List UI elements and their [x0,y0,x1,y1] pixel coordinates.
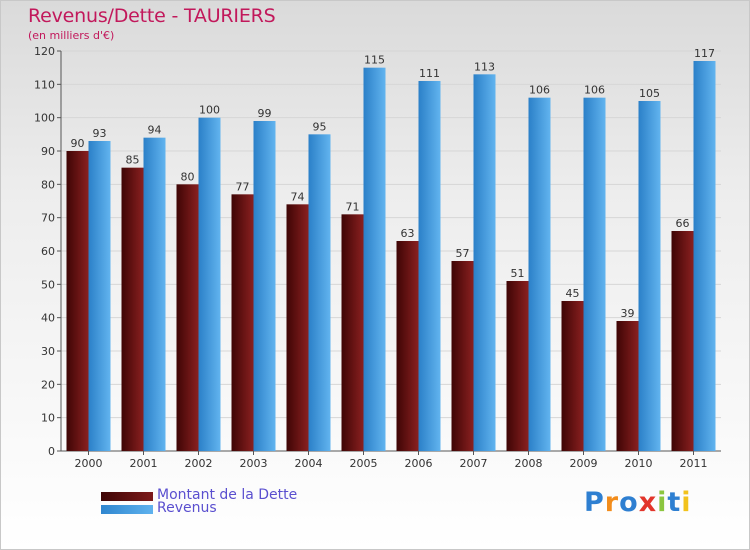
chart-title: Revenus/Dette - TAURIERS [28,5,276,27]
chart-subtitle: (en milliers d'€) [28,29,115,42]
bar-debt [176,184,199,452]
x-tick-label: 2000 [75,457,103,470]
x-tick-label: 2002 [185,457,213,470]
y-tick-label: 20 [41,378,55,391]
data-label-revenue: 113 [474,60,495,73]
y-tick-label: 70 [41,212,55,225]
data-label-debt: 39 [621,307,635,320]
x-tick-label: 2010 [625,457,653,470]
y-tick-label: 120 [34,45,55,58]
bar-debt [286,204,309,451]
bar-chart: 0 10 20 30 40 50 60 70 80 90 100 110 120 2000 90 93 2001… [34,45,721,470]
y-tick-label: 0 [48,445,55,458]
y-tick-label: 80 [41,178,55,191]
bar-revenue [418,81,441,451]
logo-letter: o [619,487,639,518]
y-tick-label: 60 [41,245,55,258]
data-label-debt: 66 [676,217,690,230]
bar-revenue [88,141,111,451]
x-tick-label: 2004 [295,457,323,470]
data-label-revenue: 105 [639,87,660,100]
legend-label-debt: Montant de la Dette [157,487,298,503]
proxiti-logo: Proxiti [584,487,692,518]
data-label-revenue: 99 [258,107,272,120]
logo-letter: P [584,487,605,518]
data-label-revenue: 117 [694,47,715,60]
data-label-debt: 51 [511,267,525,280]
bar-debt [561,301,584,451]
bar-debt [616,321,639,451]
logo-letter: x [638,487,658,518]
data-label-revenue: 93 [93,127,107,140]
bar-debt [121,167,144,451]
x-tick-label: 2008 [515,457,543,470]
data-label-revenue: 106 [584,84,605,97]
bar-revenue [198,117,221,452]
x-tick-label: 2007 [460,457,488,470]
x-tick-label: 2006 [405,457,433,470]
data-label-revenue: 100 [199,104,220,117]
y-tick-label: 110 [34,78,55,91]
data-label-debt: 85 [126,154,140,167]
y-tick-label: 100 [34,112,55,125]
x-tick-label: 2009 [570,457,598,470]
bar-debt [506,281,529,451]
data-label-revenue: 111 [419,67,440,80]
bar-debt [671,231,694,451]
data-label-debt: 57 [456,247,470,260]
data-label-debt: 45 [566,287,580,300]
legend-label-revenue: Revenus [157,500,217,516]
y-tick-label: 90 [41,145,55,158]
legend-swatch-debt [101,492,153,501]
bar-revenue [583,97,606,452]
x-tick-label: 2001 [130,457,158,470]
bar-debt [451,261,474,451]
data-label-debt: 74 [291,190,305,203]
x-tick-label: 2005 [350,457,378,470]
bar-revenue [528,97,551,452]
x-tick-label: 2003 [240,457,268,470]
data-label-debt: 63 [401,227,415,240]
bar-revenue [473,74,496,451]
y-tick-label: 10 [41,412,55,425]
bar-revenue [143,137,166,451]
data-label-revenue: 115 [364,54,385,67]
bar-debt [66,151,89,451]
bar-debt [396,241,419,451]
logo-letter: t [667,487,682,518]
legend-swatch-revenue [101,505,153,514]
y-tick-label: 40 [41,312,55,325]
bar-revenue [253,121,276,451]
bar-revenue [693,61,716,451]
bar-debt [341,214,364,451]
data-label-revenue: 95 [313,120,327,133]
bar-revenue [638,101,661,451]
y-tick-label: 50 [41,278,55,291]
data-label-revenue: 106 [529,84,550,97]
data-label-debt: 77 [236,180,250,193]
logo-letter: i [681,487,692,518]
data-label-debt: 80 [181,170,195,183]
x-tick-label: 2011 [680,457,708,470]
bar-revenue [363,67,386,452]
data-label-revenue: 94 [148,124,162,137]
data-label-debt: 71 [346,200,360,213]
y-tick-label: 30 [41,345,55,358]
logo-letter: r [604,487,620,518]
data-label-debt: 90 [71,137,85,150]
bar-debt [231,194,254,452]
bar-revenue [308,134,331,452]
logo-letter: i [657,487,668,518]
